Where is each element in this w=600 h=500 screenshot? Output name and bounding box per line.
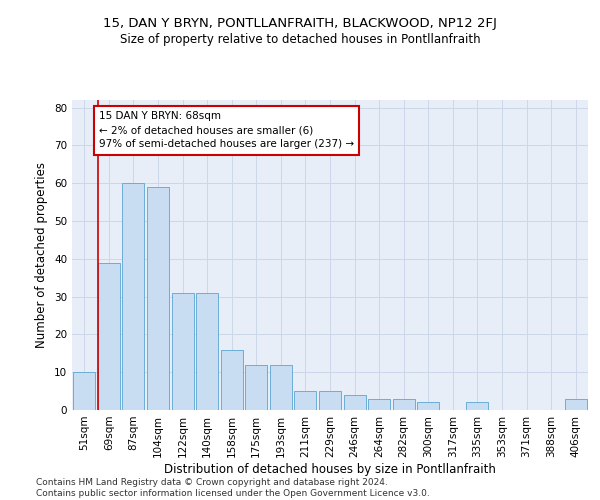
Bar xyxy=(73,372,95,410)
Bar xyxy=(368,398,390,410)
Bar xyxy=(196,293,218,410)
Bar xyxy=(172,293,194,410)
Bar xyxy=(295,391,316,410)
Text: Contains HM Land Registry data © Crown copyright and database right 2024.
Contai: Contains HM Land Registry data © Crown c… xyxy=(36,478,430,498)
Text: Size of property relative to detached houses in Pontllanfraith: Size of property relative to detached ho… xyxy=(119,32,481,46)
Bar xyxy=(392,398,415,410)
Bar xyxy=(270,364,292,410)
Bar xyxy=(344,395,365,410)
Bar xyxy=(319,391,341,410)
X-axis label: Distribution of detached houses by size in Pontllanfraith: Distribution of detached houses by size … xyxy=(164,462,496,475)
Bar xyxy=(565,398,587,410)
Text: 15, DAN Y BRYN, PONTLLANFRAITH, BLACKWOOD, NP12 2FJ: 15, DAN Y BRYN, PONTLLANFRAITH, BLACKWOO… xyxy=(103,18,497,30)
Y-axis label: Number of detached properties: Number of detached properties xyxy=(35,162,49,348)
Text: 15 DAN Y BRYN: 68sqm
← 2% of detached houses are smaller (6)
97% of semi-detache: 15 DAN Y BRYN: 68sqm ← 2% of detached ho… xyxy=(99,112,354,150)
Bar xyxy=(466,402,488,410)
Bar xyxy=(98,262,120,410)
Bar xyxy=(221,350,243,410)
Bar xyxy=(122,183,145,410)
Bar xyxy=(147,187,169,410)
Bar xyxy=(245,364,268,410)
Bar xyxy=(417,402,439,410)
